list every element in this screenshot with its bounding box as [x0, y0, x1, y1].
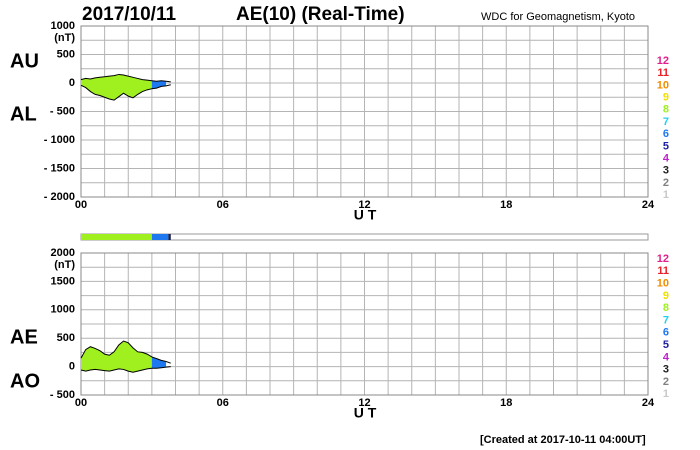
- station-legend: 8: [663, 104, 669, 116]
- y-tick-label: 1000: [51, 20, 75, 32]
- station-legend: 11: [657, 265, 669, 277]
- station-legend: 5: [663, 140, 669, 152]
- station-legend: 9: [663, 92, 669, 104]
- range-fill: [81, 74, 152, 101]
- range-fill: [151, 80, 167, 89]
- y-tick-label: 2000: [51, 247, 75, 259]
- x-tick-label: 24: [642, 397, 655, 409]
- x-tick-label: 00: [75, 397, 87, 409]
- series-label: AE: [10, 326, 38, 348]
- y-axis-label: (nT): [54, 259, 75, 271]
- plot-frame: [80, 252, 649, 396]
- footer: [Created at 2017-10-11 04:00UT]: [480, 434, 646, 446]
- station-legend: 7: [663, 116, 669, 128]
- source: WDC for Geomagnetism, Kyoto: [481, 11, 635, 23]
- plot-date: 2017/10/11: [82, 4, 176, 25]
- x-tick-label: 06: [217, 397, 229, 409]
- x-axis-label: U T: [354, 207, 377, 223]
- series-label: AU: [10, 50, 39, 72]
- series-line: [80, 73, 171, 83]
- y-tick-label: - 1500: [44, 162, 75, 174]
- station-legend: 8: [663, 302, 669, 314]
- x-tick-label: 12: [358, 397, 370, 409]
- y-tick-label: 1000: [51, 304, 75, 316]
- x-tick-label: 12: [358, 199, 370, 211]
- x-tick-label: 18: [500, 199, 512, 211]
- station-legend: 6: [663, 128, 669, 140]
- series-line: [80, 366, 171, 373]
- station-legend: 4: [663, 351, 670, 363]
- station-legend: 2: [663, 177, 669, 189]
- y-axis-label: (nT): [54, 32, 75, 44]
- y-tick-label: 0: [69, 361, 75, 373]
- y-tick-label: 1500: [51, 275, 75, 287]
- series-label: AO: [10, 370, 40, 392]
- coverage-segment: [81, 234, 152, 240]
- station-legend: 3: [663, 364, 669, 376]
- x-tick-label: 06: [217, 199, 229, 211]
- station-legend: 11: [657, 67, 669, 79]
- series-label: AL: [10, 103, 37, 125]
- y-tick-label: 500: [57, 48, 75, 60]
- station-legend: 3: [663, 165, 669, 177]
- station-legend: 6: [663, 327, 669, 339]
- station-legend: 4: [663, 153, 670, 165]
- coverage-segment: [151, 234, 169, 240]
- station-legend: 12: [657, 55, 669, 67]
- station-legend: 10: [657, 278, 669, 290]
- coverage-segment: [168, 234, 171, 240]
- x-axis-label: U T: [354, 405, 377, 421]
- station-legend: 1: [663, 388, 669, 400]
- station-legend: 5: [663, 339, 669, 351]
- plot-title: AE(10) (Real-Time): [236, 4, 405, 25]
- series-line: [80, 340, 171, 364]
- range-fill: [151, 356, 167, 369]
- x-tick-label: 24: [642, 199, 655, 211]
- y-tick-label: 0: [69, 77, 75, 89]
- series-line: [80, 84, 171, 101]
- y-tick-label: - 2000: [44, 191, 75, 203]
- y-tick-label: - 1000: [44, 134, 75, 146]
- y-tick-label: - 500: [50, 389, 75, 401]
- station-legend: 10: [657, 79, 669, 91]
- plot-frame: [80, 25, 649, 198]
- y-tick-label: 500: [57, 332, 75, 344]
- station-legend: 9: [663, 290, 669, 302]
- station-legend: 7: [663, 314, 669, 326]
- station-legend: 1: [663, 189, 669, 201]
- x-tick-label: 00: [75, 199, 87, 211]
- station-legend: 2: [663, 376, 669, 388]
- x-tick-label: 18: [500, 397, 512, 409]
- y-tick-label: - 500: [50, 105, 75, 117]
- station-legend: 12: [657, 253, 669, 265]
